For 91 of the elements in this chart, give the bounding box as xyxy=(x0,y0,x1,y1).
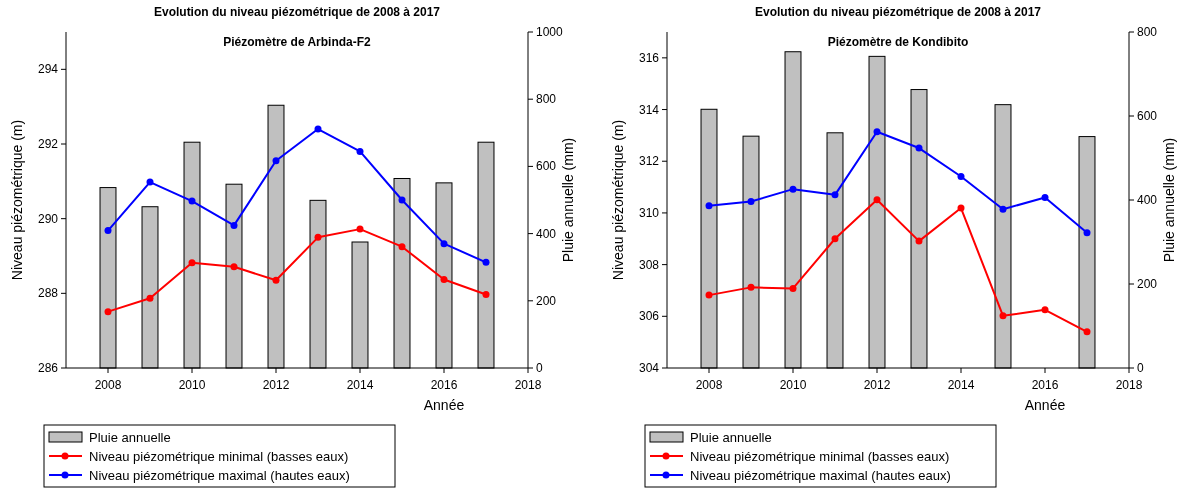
point xyxy=(104,227,112,235)
point xyxy=(314,233,322,241)
point xyxy=(398,243,406,251)
x-tick-label: 2010 xyxy=(178,378,206,392)
y2-tick-label: 400 xyxy=(1137,193,1158,207)
y-tick-label: 306 xyxy=(638,309,660,324)
point xyxy=(1041,306,1049,314)
y-tick-label: 286 xyxy=(37,361,59,375)
x-tick-label: 2016 xyxy=(430,378,458,392)
y2-tick-label: 400 xyxy=(536,226,557,241)
point xyxy=(1083,229,1091,237)
y2-tick-label: 200 xyxy=(1137,277,1158,291)
point xyxy=(146,294,154,302)
y2-tick-label: 600 xyxy=(536,159,557,174)
legend-label: Pluie annuelle xyxy=(89,429,171,445)
point xyxy=(873,196,881,204)
y-tick-label: 288 xyxy=(37,286,59,301)
chart-title: Evolution du niveau piézométrique de 2008 à 2017 xyxy=(153,5,441,19)
point xyxy=(146,178,154,186)
point xyxy=(789,284,797,292)
point xyxy=(705,202,713,210)
point xyxy=(482,258,490,266)
point xyxy=(957,172,965,180)
point xyxy=(831,191,839,199)
point xyxy=(398,196,406,204)
point xyxy=(999,205,1007,213)
y-tick-label: 310 xyxy=(638,205,660,220)
y2-tick-label: 800 xyxy=(536,92,557,107)
y-tick-label: 308 xyxy=(638,257,660,272)
legend-label: Niveau piézométrique maximal (hautes eaux) xyxy=(89,467,350,483)
y-tick-label: 292 xyxy=(37,137,59,151)
legend-label: Pluie annuelle xyxy=(690,429,772,445)
y2-tick-label: 0 xyxy=(1137,361,1144,375)
y2-axis-title: Pluie annuelle (mm) xyxy=(1161,137,1177,263)
x-tick-label: 2014 xyxy=(346,378,374,392)
x-tick-label: 2018 xyxy=(1115,378,1143,392)
point xyxy=(747,283,755,291)
point xyxy=(1083,328,1091,336)
y-tick-label: 304 xyxy=(638,361,660,375)
point xyxy=(915,237,923,245)
y2-tick-label: 200 xyxy=(536,293,557,308)
point xyxy=(440,240,448,248)
point xyxy=(440,276,448,284)
point xyxy=(188,259,196,267)
x-tick-label: 2014 xyxy=(947,378,975,392)
point xyxy=(314,125,322,133)
y2-tick-label: 1000 xyxy=(536,25,564,39)
point xyxy=(789,185,797,193)
x-axis-title: Année xyxy=(1024,397,1066,413)
point xyxy=(999,312,1007,320)
chart-title: Evolution du niveau piézométrique de 2008 à 2017 xyxy=(754,5,1042,19)
point xyxy=(230,221,238,229)
x-tick-label: 2008 xyxy=(94,378,122,392)
point xyxy=(272,157,280,165)
point xyxy=(705,291,713,299)
point xyxy=(873,128,881,136)
y2-tick-label: 800 xyxy=(1137,25,1158,39)
y-axis-title: Niveau piézométrique (m) xyxy=(9,119,25,281)
point xyxy=(747,198,755,206)
y-tick-label: 312 xyxy=(638,154,660,169)
y-tick-label: 290 xyxy=(37,211,59,226)
y-tick-label: 294 xyxy=(37,62,59,77)
point xyxy=(831,235,839,243)
x-tick-label: 2010 xyxy=(779,378,807,392)
point xyxy=(188,197,196,205)
x-tick-label: 2012 xyxy=(863,378,891,392)
legend-label: Niveau piézométrique minimal (basses eaux) xyxy=(690,448,950,464)
y-axis-title: Niveau piézométrique (m) xyxy=(610,119,626,281)
point xyxy=(915,144,923,152)
legend-label: Niveau piézométrique minimal (basses eaux) xyxy=(89,448,349,464)
point xyxy=(482,290,490,298)
point xyxy=(356,225,364,233)
point xyxy=(230,263,238,271)
y2-tick-label: 600 xyxy=(1137,109,1158,123)
x-tick-label: 2018 xyxy=(514,378,542,392)
y-tick-label: 316 xyxy=(638,50,660,65)
x-tick-label: 2008 xyxy=(695,378,723,392)
x-tick-label: 2016 xyxy=(1031,378,1059,392)
y2-tick-label: 0 xyxy=(536,361,543,375)
point xyxy=(272,276,280,284)
point xyxy=(356,147,364,155)
y-tick-label: 314 xyxy=(638,102,660,117)
y2-axis-title: Pluie annuelle (mm) xyxy=(560,137,576,263)
legend-label: Niveau piézométrique maximal (hautes eaux) xyxy=(690,467,951,483)
chart-subtitle: Piézomètre de Kondibito xyxy=(827,35,969,49)
x-axis-title: Année xyxy=(423,397,465,413)
chart-subtitle: Piézomètre de Arbinda-F2 xyxy=(223,35,372,49)
point xyxy=(1041,193,1049,201)
x-tick-label: 2012 xyxy=(262,378,290,392)
point xyxy=(104,308,112,316)
point xyxy=(957,204,965,212)
